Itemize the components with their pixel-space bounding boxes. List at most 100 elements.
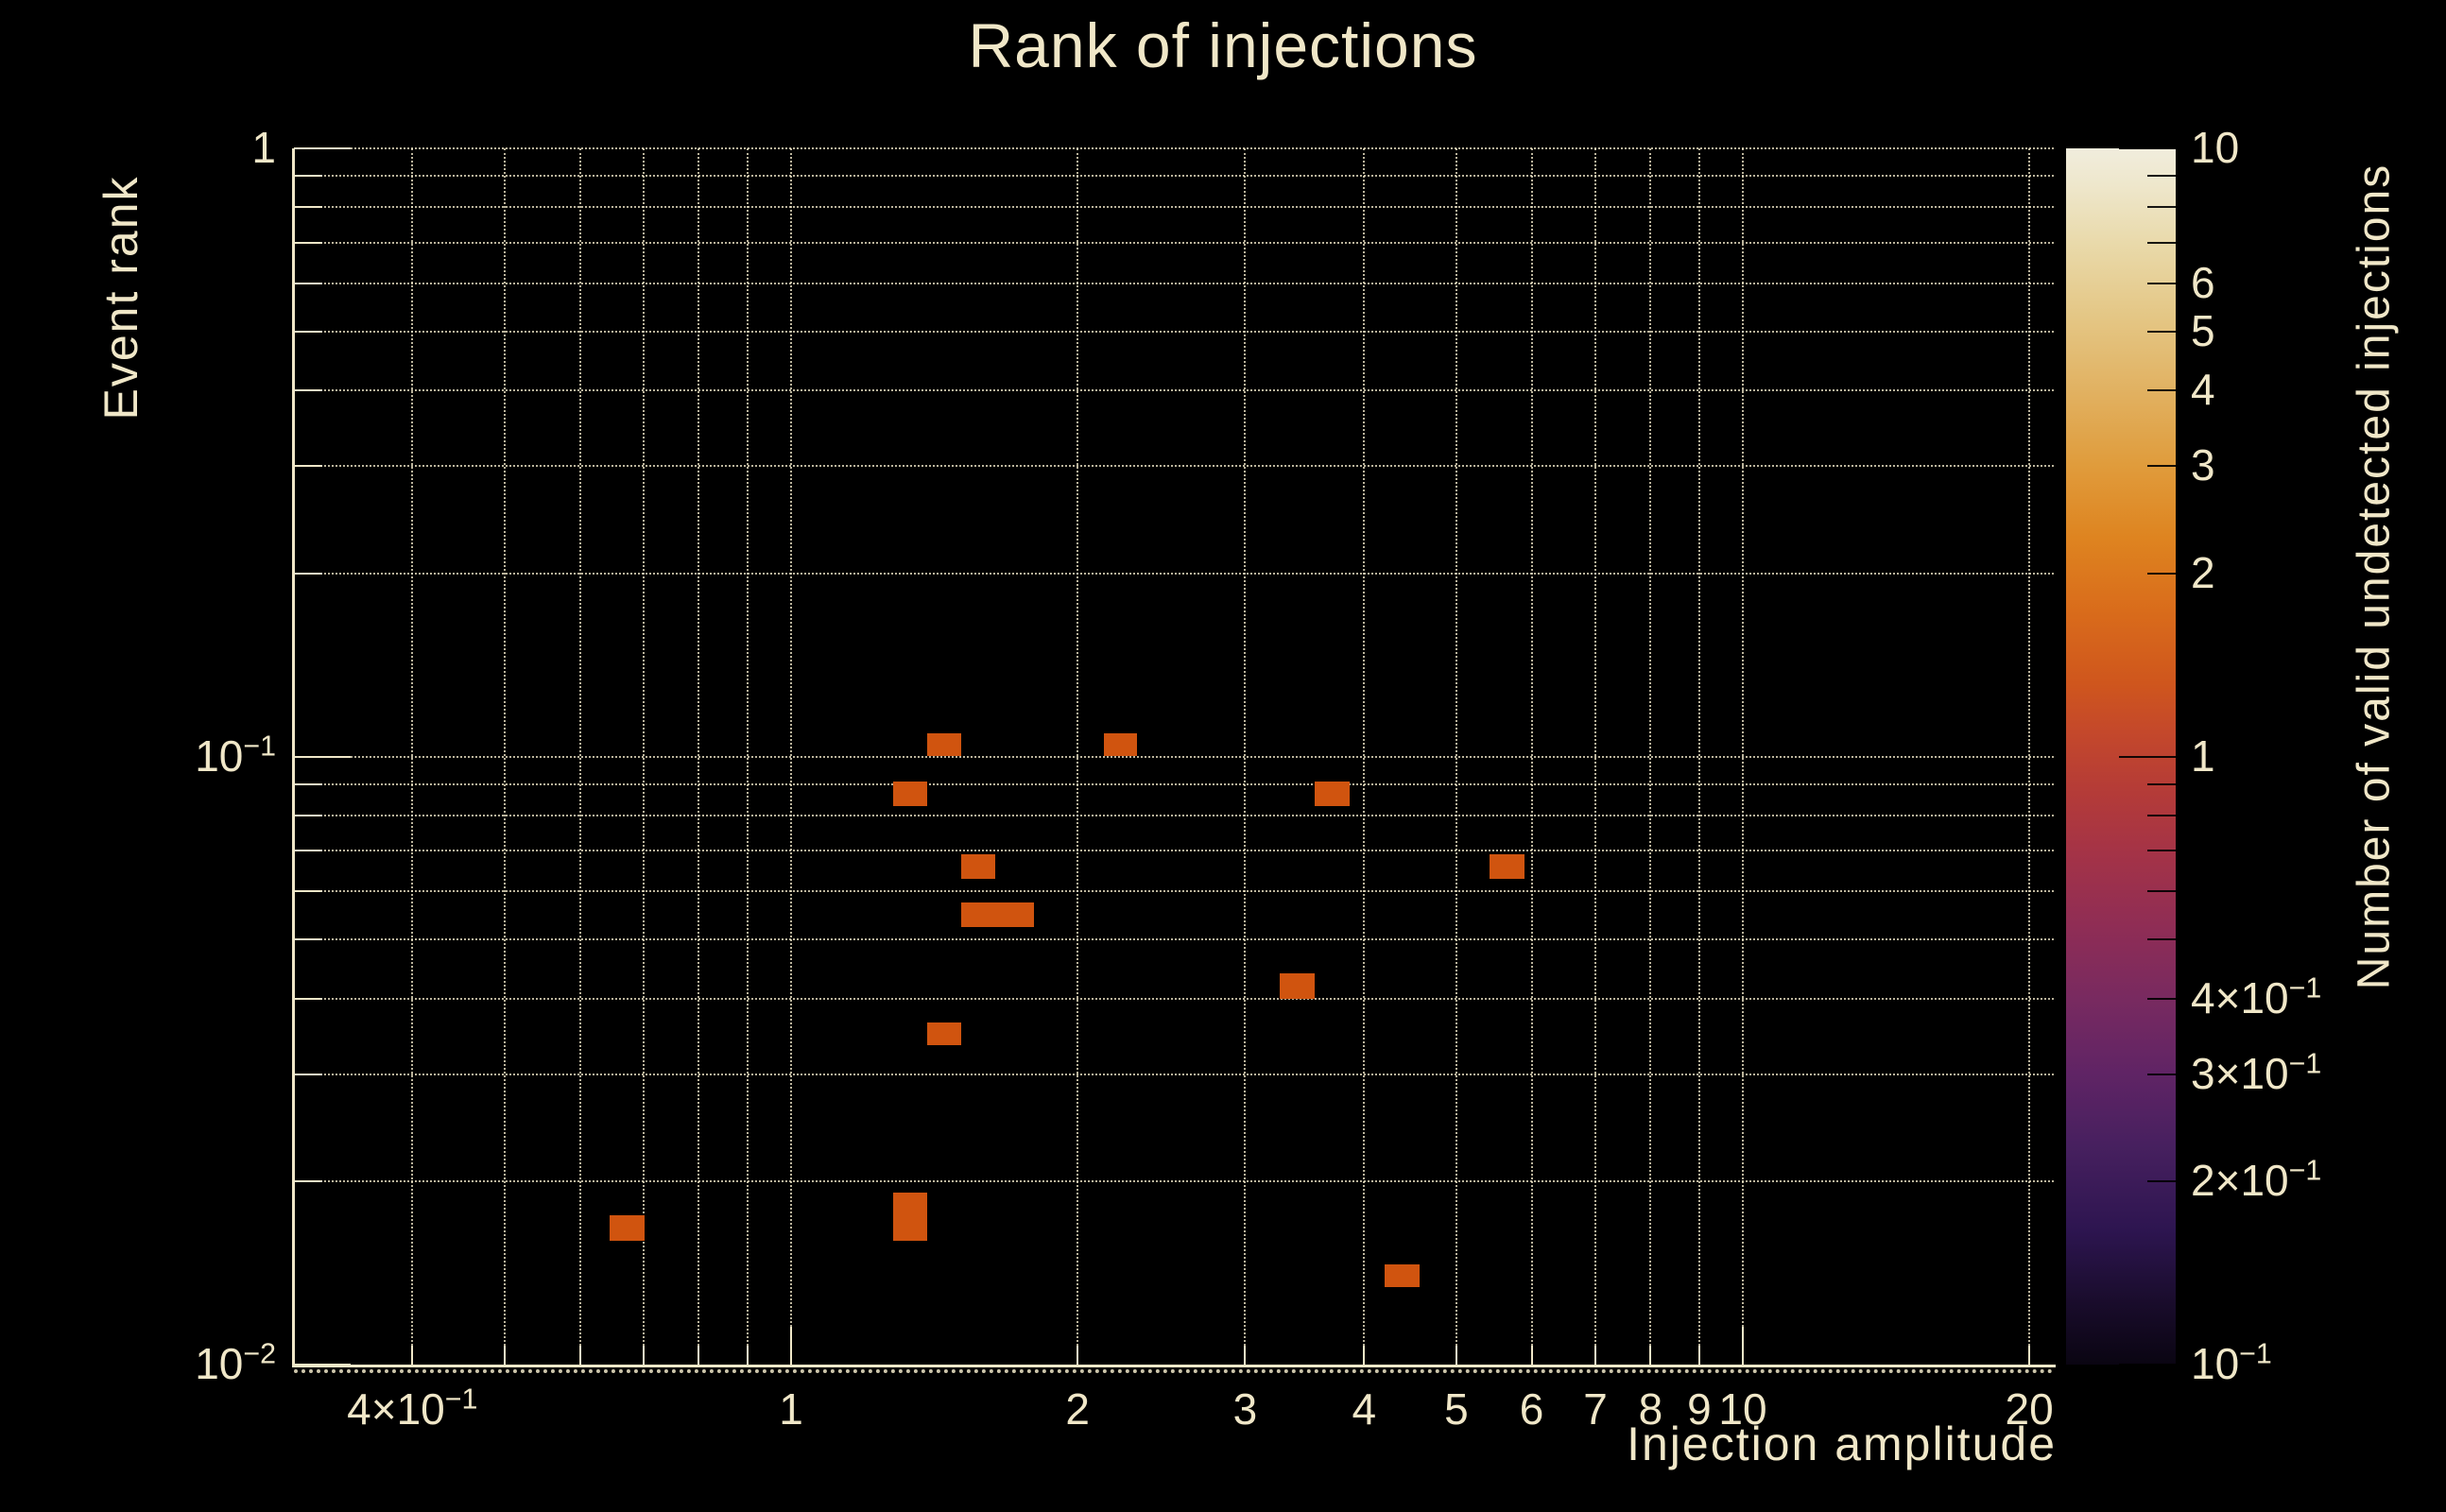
y-gridline [294, 938, 2054, 941]
colorbar-minor-tick [2147, 850, 2176, 852]
y-tick [294, 782, 322, 785]
y-tick [294, 1364, 351, 1366]
x-tick [578, 1346, 581, 1365]
x-tick-label: 20 [2005, 1384, 2054, 1434]
histogram-cell [610, 1215, 646, 1241]
colorbar-minor-tick [2147, 814, 2176, 816]
x-tick [1455, 1346, 1457, 1365]
colorbar-tick-label: 2 [2191, 547, 2215, 597]
colorbar-minor-tick [2147, 782, 2176, 785]
x-tick-label: 7 [1583, 1384, 1608, 1434]
x-axis-line [292, 1365, 2056, 1367]
histogram-cell [892, 781, 927, 806]
y-axis-line [292, 148, 295, 1367]
y-tick [294, 814, 322, 816]
y-gridline [294, 890, 2054, 893]
x-tick [1530, 1346, 1533, 1365]
y-tick [294, 175, 322, 178]
histogram-cell [1315, 781, 1350, 806]
colorbar-minor-tick [2147, 890, 2176, 893]
colorbar-tick-label: 4×10−1 [2191, 972, 2322, 1022]
x-tick [411, 1346, 414, 1365]
x-tick [503, 1346, 506, 1365]
colorbar-minor-tick [2147, 241, 2176, 244]
histogram-cell [1490, 854, 1525, 879]
x-tick-label: 4 [1352, 1384, 1377, 1434]
y-tick [294, 282, 322, 284]
y-gridline [294, 1073, 2054, 1075]
colorbar-minor-tick [2147, 938, 2176, 941]
y-gridline [294, 782, 2054, 785]
colorbar-minor-tick [2147, 175, 2176, 178]
x-tick [1649, 1346, 1652, 1365]
colorbar-tick-label: 3 [2191, 440, 2215, 490]
y-gridline [294, 282, 2054, 284]
histogram-cell [961, 854, 996, 879]
colorbar-minor-tick [2147, 997, 2176, 1000]
x-axis-subtick-fringe [294, 1369, 2054, 1373]
x-tick-label: 5 [1444, 1384, 1469, 1434]
x-tick [643, 1346, 645, 1365]
y-gridline [294, 206, 2054, 209]
y-tick [294, 572, 322, 575]
x-tick-label: 3 [1232, 1384, 1258, 1434]
colorbar-tick-label: 1 [2191, 730, 2215, 781]
y-tick [294, 389, 322, 392]
x-tick [1363, 1346, 1366, 1365]
x-tick [790, 1327, 792, 1365]
y-gridline [294, 572, 2054, 575]
colorbar-major-tick [2119, 755, 2176, 758]
x-tick [1594, 1346, 1596, 1365]
y-gridline [294, 330, 2054, 333]
x-tick-label: 1 [779, 1384, 803, 1434]
y-tick [294, 997, 322, 1000]
colorbar-minor-tick [2147, 1180, 2176, 1183]
y-gridline [294, 465, 2054, 468]
chart-title: Rank of injections [968, 10, 1478, 80]
y-gridline [294, 1180, 2054, 1183]
x-tick-label: 2 [1065, 1384, 1090, 1434]
x-tick [1244, 1346, 1247, 1365]
histogram-cell [1384, 1264, 1421, 1288]
colorbar-title: Number of valid undetected injections [2349, 163, 2400, 990]
colorbar-minor-tick [2147, 465, 2176, 468]
histogram-cell [1103, 733, 1138, 757]
y-tick-label: 1 [251, 123, 276, 172]
x-tick [698, 1346, 700, 1365]
y-gridline [294, 814, 2054, 816]
x-tick [1697, 1346, 1700, 1365]
histogram-cell [1279, 972, 1316, 999]
histogram-cell [927, 733, 962, 757]
y-tick [294, 755, 351, 758]
histogram-cell [961, 902, 1035, 927]
x-tick [746, 1346, 749, 1365]
histogram-cell [927, 1022, 962, 1046]
y-tick [294, 1073, 322, 1075]
x-tick [1742, 1327, 1744, 1365]
y-gridline [294, 755, 2054, 758]
y-axis-title: Event rank [95, 175, 147, 421]
y-gridline [294, 389, 2054, 392]
colorbar-tick-label: 6 [2191, 257, 2215, 307]
y-tick [294, 206, 322, 209]
x-tick [1077, 1346, 1079, 1365]
x-tick-label: 9 [1687, 1384, 1712, 1434]
colorbar-tick-label: 10−1 [2191, 1338, 2272, 1388]
y-tick-label: 10−2 [195, 1338, 276, 1388]
y-tick [294, 330, 322, 333]
y-gridline [294, 147, 2054, 149]
y-gridline [294, 850, 2054, 852]
colorbar-tick-label: 4 [2191, 365, 2215, 415]
colorbar-minor-tick [2147, 330, 2176, 333]
x-axis-title: Injection amplitude [1627, 1418, 2057, 1470]
y-tick [294, 1180, 322, 1183]
y-gridline [294, 175, 2054, 178]
colorbar-minor-tick [2147, 572, 2176, 575]
y-gridline [294, 241, 2054, 244]
histogram-cell [892, 1192, 927, 1241]
y-tick [294, 465, 322, 468]
colorbar-tick-label: 10 [2191, 123, 2240, 172]
colorbar-minor-tick [2147, 282, 2176, 284]
colorbar-major-tick [2119, 147, 2176, 149]
y-tick [294, 147, 351, 149]
